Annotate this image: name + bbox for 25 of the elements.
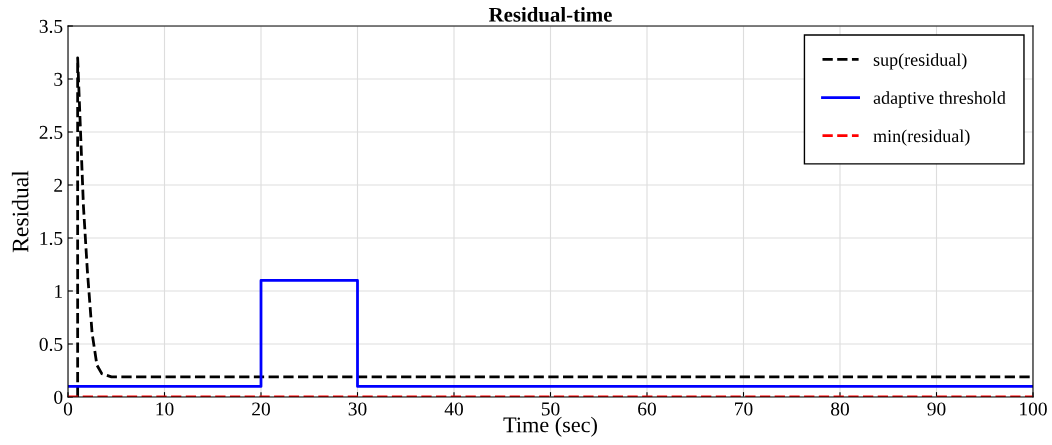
legend-label: sup(residual) — [873, 53, 967, 70]
x-tick-label: 80 — [831, 402, 849, 416]
x-tick-label: 10 — [156, 402, 174, 416]
x-tick-label: 100 — [1020, 402, 1047, 416]
chart-title: Residual-time — [488, 7, 612, 22]
y-tick-label: 2.5 — [39, 125, 63, 140]
x-tick-label: 50 — [541, 402, 560, 416]
y-tick-label: 3 — [54, 72, 63, 86]
y-axis-title: Residual — [11, 170, 29, 253]
y-tick-label: 1.5 — [40, 231, 63, 246]
y-tick-label: 2 — [54, 178, 63, 192]
x-axis-title: Time (sec) — [503, 416, 597, 437]
y-tick-label: 0 — [54, 390, 63, 404]
y-tick-label: 0.5 — [39, 337, 63, 352]
x-tick-label: 0 — [63, 402, 73, 416]
x-tick-label: 20 — [252, 402, 270, 416]
y-tick-label: 3.5 — [39, 19, 63, 34]
x-tick-label: 60 — [638, 402, 656, 416]
x-tick-label: 30 — [348, 402, 367, 416]
legend-label: adaptive threshold — [873, 91, 1006, 108]
legend-label: min(residual) — [873, 129, 970, 146]
x-tick-label: 70 — [735, 402, 753, 416]
x-tick-label: 90 — [927, 402, 946, 416]
x-tick-label: 40 — [444, 402, 463, 416]
y-tick-label: 1 — [55, 284, 62, 298]
